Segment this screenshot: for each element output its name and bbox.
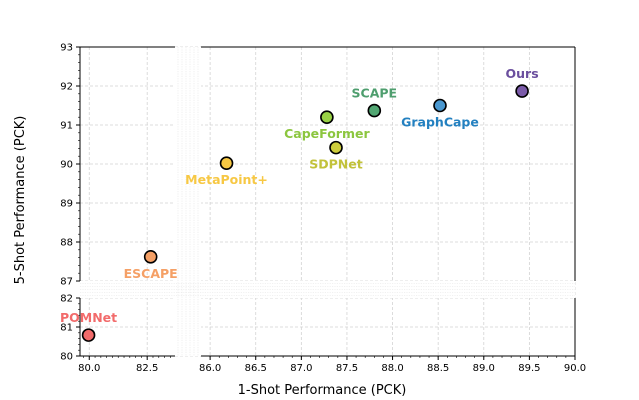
point-label: ESCAPE [124,266,178,281]
x-axis-title: 1-Shot Performance (PCK) [238,383,407,398]
point-label: SDPNet [309,157,362,172]
data-point [433,98,447,113]
data-point [219,156,234,171]
axis-break-layer [80,47,575,356]
point-label: POMNet [60,310,117,325]
x-tick-label: 82.5 [136,363,158,374]
axis-layer: 80.0 82.5 86.0 86.5 87.0 87.5 88.0 88.5 89.0 89.5… [60,43,586,375]
y-tick-label: 93 [60,43,73,54]
x-tick-label: 89.0 [473,363,495,374]
y-tick-label: 89 [60,199,73,210]
x-tick-label: 80.0 [78,363,100,374]
point-label: Ours [506,66,539,81]
data-point [143,250,158,264]
point-label: GraphCape [401,115,479,130]
point-label: SCAPE [352,86,398,101]
x-tick-label: 87.0 [290,363,312,374]
y-tick-label: 90 [60,160,73,171]
point-label: MetaPoint+ [185,172,268,187]
data-point [515,84,529,98]
data-point [367,103,382,118]
x-tick-label: 86.5 [245,363,267,374]
grid-layer [80,46,576,357]
x-tick-label: 90.0 [564,363,586,374]
y-axis-title: 5-Shot Performance (PCK) [13,116,28,285]
y-tick-label: 80 [60,352,73,363]
x-tick-label: 88.0 [381,363,403,374]
y-tick-label: 81 [60,323,73,334]
data-point [81,328,96,342]
x-tick-label: 89.5 [518,363,540,374]
point-layer: POMNet ESCAPE MetaPoint+ CapeFormer SDPNet SC… [60,66,539,342]
x-tick-label: 86.0 [199,363,221,374]
y-tick-label: 91 [60,121,73,132]
x-break-band [175,47,201,356]
data-point [320,110,334,124]
x-tick-label: 88.5 [427,363,449,374]
point-label: CapeFormer [284,126,370,141]
x-tick-label: 87.5 [336,363,358,374]
y-tick-label: 87 [60,277,73,288]
y-tick-label: 92 [60,82,73,93]
y-tick-label: 88 [60,238,73,249]
data-point [329,140,343,155]
y-tick-label: 82 [60,294,73,305]
